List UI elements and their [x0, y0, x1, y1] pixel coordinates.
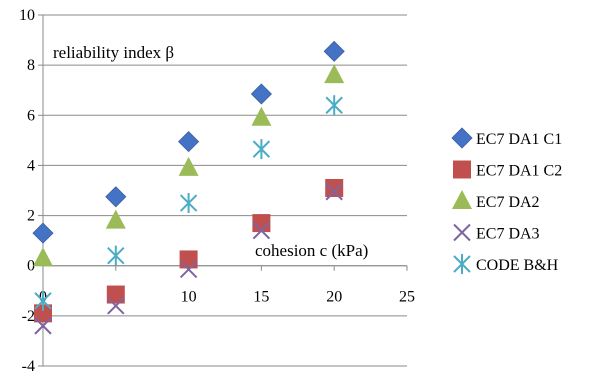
legend-marker-2: [452, 190, 472, 209]
point-s3-0: [34, 317, 52, 335]
point-s3-2: [179, 260, 198, 279]
legend-label-3: EC7 DA3: [476, 226, 540, 243]
y-tick-label-7: 10: [19, 7, 35, 24]
y-tick-label-6: 8: [27, 57, 35, 74]
tick-labels: -4-202468100510152025: [19, 7, 415, 375]
x-tick-label-3: 15: [253, 289, 269, 306]
legend-marker-1: [453, 160, 471, 179]
point-s2-3: [251, 106, 272, 126]
point-s1-2: [179, 250, 198, 269]
point-s4-3: [252, 139, 271, 160]
y-tick-label-2: 0: [27, 258, 35, 275]
legend-marker-0: [451, 127, 473, 149]
point-s4-4: [325, 95, 343, 116]
data-points: [32, 40, 345, 335]
point-s2-1: [105, 209, 126, 229]
x-axis-label: cohesion c (kPa): [255, 241, 368, 260]
legend-label-1: EC7 DA1 C2: [476, 163, 562, 180]
point-s4-2: [179, 193, 198, 214]
legend-label-0: EC7 DA1 C1: [476, 131, 562, 148]
point-s0-1: [105, 186, 127, 208]
point-s3-1: [107, 297, 125, 315]
point-s3-4: [325, 183, 343, 201]
y-tick-label-3: 2: [27, 208, 35, 225]
point-s0-0: [32, 222, 54, 244]
point-s1-0: [34, 304, 52, 323]
point-s0-4: [323, 40, 345, 62]
point-s1-4: [325, 178, 344, 197]
point-s1-3: [252, 214, 271, 233]
point-s0-3: [250, 83, 272, 105]
legend-label-2: EC7 DA2: [476, 194, 540, 211]
legend-label-4: CODE B&H: [476, 257, 559, 274]
point-s2-4: [324, 64, 345, 84]
legend: EC7 DA1 C1 EC7 DA1 C2 EC7 DA2 EC7 DA3 CODE B…: [451, 127, 562, 274]
legend-marker-3: [453, 223, 471, 242]
y-axis-label: reliability index β: [53, 43, 174, 62]
point-s1-1: [106, 285, 125, 304]
point-s0-2: [178, 131, 200, 153]
grid-lines: [43, 14, 407, 367]
point-s4-0: [34, 290, 52, 311]
axes: [38, 14, 408, 367]
y-tick-label-0: -4: [22, 358, 35, 375]
x-tick-label-5: 25: [399, 289, 415, 306]
point-s2-0: [33, 247, 53, 267]
x-tick-label-4: 20: [326, 289, 342, 306]
point-s3-3: [252, 221, 271, 240]
x-tick-label-2: 10: [181, 289, 197, 306]
y-tick-label-4: 4: [27, 157, 35, 174]
y-tick-label-5: 6: [27, 107, 35, 124]
point-s2-2: [178, 156, 199, 176]
legend-marker-4: [453, 254, 471, 274]
y-tick-label-1: -2: [22, 308, 35, 325]
point-s4-1: [107, 245, 125, 266]
